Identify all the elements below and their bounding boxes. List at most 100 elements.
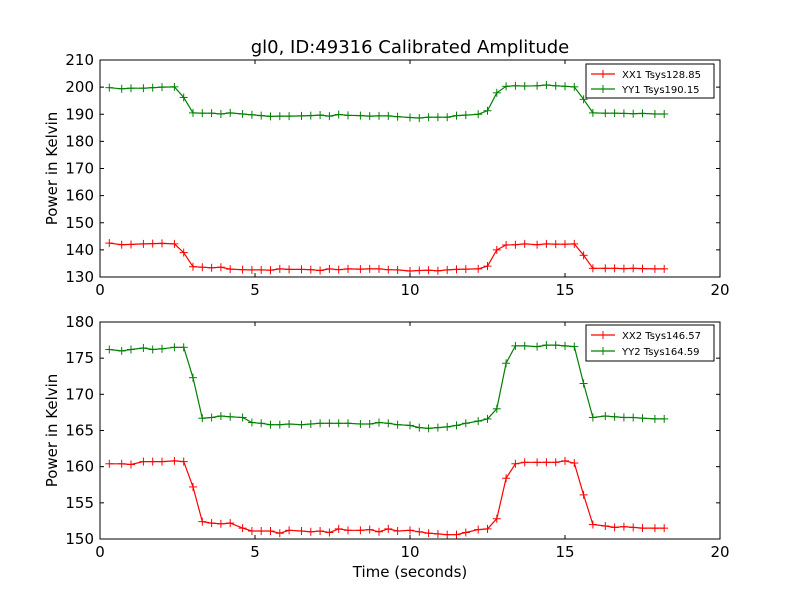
bottom-ytick-label: 150 [65,530,94,548]
top-series-1-point [533,81,542,90]
bottom-chart-ticks: 0 5 10 15 20 150 155 160 165 170 175 180 [65,313,729,561]
top-series-1-point [226,108,235,117]
bottom-series-1-point [139,344,148,353]
bottom-series-0-point [105,459,114,468]
bottom-series-1-point [561,341,569,350]
top-series-1-point [520,82,529,91]
bottom-series-0-point [474,525,483,534]
top-series-0-point [502,240,511,249]
bottom-series-0-point [492,514,501,523]
top-series-0-point [533,240,542,249]
bottom-series-1-point [393,420,402,429]
top-series-0-point [148,239,157,248]
bottom-ytick-label: 155 [65,494,94,512]
bottom-series-0-point [139,457,148,466]
bottom-series-0-point [365,525,374,534]
top-series-0-point [660,264,669,273]
bottom-series-0-point [443,530,452,539]
bottom-series-0-point [356,526,365,535]
bottom-series-1-point [247,418,256,427]
bottom-series-1-point [375,418,383,427]
bottom-series-0-point [533,458,542,467]
top-series-1-point [306,111,315,120]
top-series-1-point [424,113,433,122]
top-series-1-point [561,82,569,91]
top-series-0-point [285,265,294,274]
bottom-legend-label-xx2: XX2 Tsys146.57 [622,331,701,342]
bottom-chart-ylabel: Power in Kelvin [43,374,61,488]
bottom-series-1-point [226,412,235,421]
top-series-1-point [238,109,247,118]
bottom-ytick-label: 175 [65,349,94,367]
bottom-series-1-point [105,345,114,354]
bottom-xtick-label: 5 [250,543,260,561]
bottom-series-1-point [443,422,452,431]
top-legend-box [585,63,715,99]
bottom-series-0-point [266,527,275,536]
bottom-series-1-point [316,419,325,428]
top-series-1-point [452,111,461,120]
bottom-series-1-point [384,419,393,428]
top-series-0-point [570,239,579,248]
bottom-series-0-point [285,526,294,535]
bottom-series-1-point [570,342,579,351]
top-series-1-point [492,88,501,97]
top-chart-ticks: 0 5 10 15 20 130 140 150 160 170 180 190 200 210 [65,51,729,299]
bottom-series-1-point [638,414,647,423]
bottom-series-0-point [148,457,157,466]
top-series-1-point [344,111,352,120]
bottom-series-0-point [257,527,266,536]
top-ytick-label: 180 [65,132,94,150]
bottom-series-0-point [325,528,334,537]
bottom-series-0-point [579,490,588,499]
top-ytick-label: 130 [65,268,94,286]
bottom-series-1-point [533,342,542,351]
top-series-0-point [551,240,560,249]
top-ytick-label: 160 [65,187,94,205]
bottom-series-0-point [511,459,520,468]
bottom-series-1-point [483,414,492,423]
bottom-series-1-point [424,424,433,433]
top-series-0-point [334,265,343,274]
top-series-0-point [266,266,275,275]
top-series-0-point [356,265,365,274]
bottom-series-1-point [511,341,520,350]
bottom-series-0-point [384,524,393,533]
top-ytick-label: 210 [65,51,94,69]
bottom-series-0-point [406,526,414,535]
bottom-series-1-point [660,414,669,423]
top-series-0-point [117,240,126,249]
bottom-legend: XX2 Tsys146.57 YY2 Tsys164.59 [585,324,715,362]
top-series-0-point [158,239,166,248]
top-series-0-point [384,265,393,274]
bottom-series-1-point [610,412,619,421]
bottom-series-1-point [325,419,334,428]
bottom-legend-box [585,324,715,362]
bottom-series-1-point [179,343,188,352]
bottom-ytick-label: 165 [65,422,94,440]
top-chart-marks [105,80,669,276]
top-series-1-point [179,93,188,102]
top-series-1-point [542,80,551,89]
bottom-series-0-point [520,458,529,467]
top-series-1-point [105,83,114,92]
bottom-series-0-point [660,524,669,533]
bottom-series-0-point [375,527,383,536]
top-ytick-label: 170 [65,160,94,178]
bottom-legend-label-yy2: YY2 Tsys164.59 [621,347,700,358]
top-series-0-point [247,265,256,274]
top-series-0-point [198,263,207,272]
top-series-0-point [306,265,315,274]
top-series-0-point [375,264,383,273]
bottom-chart-marks [105,341,669,539]
bottom-series-0-point [198,517,207,526]
top-series-0-point [325,264,334,273]
top-series-1-point [619,109,628,118]
bottom-series-0-point [452,530,461,539]
top-xtick-label: 20 [710,281,729,299]
top-series-0-point [461,265,470,274]
bottom-series-0-point [561,456,569,465]
top-series-0-point [492,245,501,254]
bottom-series-0-point [127,460,135,469]
bottom-series-0-point [238,524,247,533]
